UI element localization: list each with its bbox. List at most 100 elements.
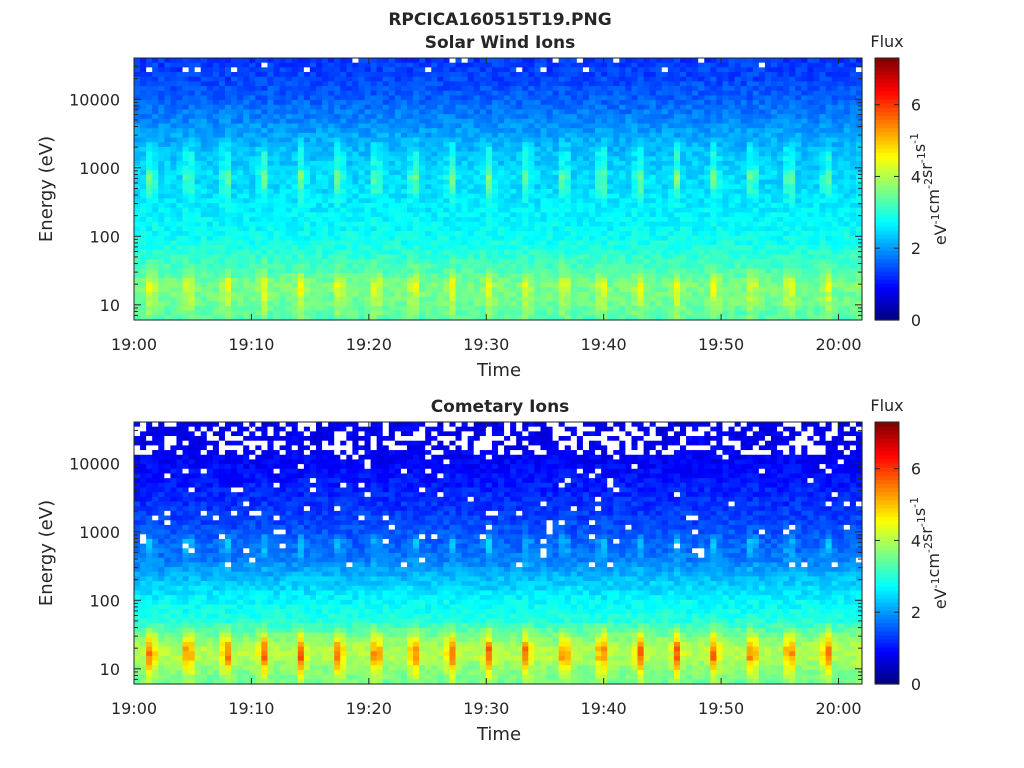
heatmap-cell — [667, 156, 675, 162]
heatmap-cell — [225, 249, 232, 256]
heatmap-cell — [637, 198, 645, 204]
heatmap-cell — [376, 109, 384, 115]
heatmap-cell — [267, 212, 275, 218]
heatmap-cell — [206, 118, 214, 125]
heatmap-cell — [261, 217, 269, 223]
heatmap-cell — [328, 81, 335, 87]
heatmap-cell — [334, 273, 341, 279]
heatmap-cell — [334, 95, 341, 101]
heatmap-cell — [182, 81, 190, 87]
heatmap-cell — [146, 67, 153, 73]
heatmap-cell — [158, 132, 165, 139]
heatmap-cell — [334, 193, 341, 199]
heatmap-cell — [455, 86, 463, 92]
heatmap-cell — [619, 100, 626, 106]
heatmap-cell — [552, 174, 560, 181]
heatmap-cell — [200, 146, 208, 153]
heatmap-cell — [485, 62, 493, 68]
heatmap-cell — [218, 240, 226, 246]
heatmap-cell — [158, 156, 165, 162]
heatmap-cell — [273, 90, 281, 97]
heatmap-cell — [558, 277, 566, 284]
heatmap-cell — [140, 259, 147, 265]
heatmap-cell — [625, 259, 633, 265]
heatmap-cell — [461, 123, 469, 129]
heatmap-cell — [140, 268, 147, 274]
heatmap-cell — [297, 114, 305, 120]
heatmap-cell — [309, 249, 317, 256]
heatmap-cell — [273, 273, 281, 279]
heatmap-cell — [279, 123, 287, 129]
heatmap-cell — [522, 104, 529, 111]
heatmap-cell — [631, 184, 639, 190]
heatmap-cell — [352, 282, 360, 288]
heatmap-cell — [358, 179, 366, 185]
heatmap-cell — [194, 86, 202, 92]
heatmap-cell — [516, 128, 523, 134]
heatmap-cell — [455, 259, 463, 265]
heatmap-cell — [461, 245, 469, 251]
heatmap-cell — [146, 282, 153, 288]
heatmap-cell — [267, 109, 275, 115]
heatmap-cell — [291, 81, 299, 87]
heatmap-cell — [158, 305, 165, 312]
heatmap-cell — [279, 58, 287, 64]
heatmap-cell — [346, 174, 353, 181]
heatmap-cell — [206, 104, 214, 111]
heatmap-cell — [613, 123, 620, 129]
heatmap-cell — [546, 263, 554, 270]
heatmap-cell — [370, 160, 378, 167]
heatmap-cell — [601, 240, 608, 246]
heatmap-cell — [182, 212, 190, 218]
heatmap-cell — [400, 160, 408, 167]
heatmap-cell — [643, 58, 651, 64]
heatmap-cell — [667, 296, 675, 302]
heatmap-cell — [413, 221, 420, 228]
heatmap-cell — [485, 118, 493, 125]
heatmap-cell — [200, 58, 208, 64]
heatmap-cell — [370, 132, 378, 139]
heatmap-cell — [473, 67, 481, 73]
heatmap-cell — [279, 273, 287, 279]
heatmap-cell — [479, 170, 487, 176]
heatmap-cell — [152, 137, 159, 143]
heatmap-cell — [340, 67, 347, 73]
heatmap-cell — [498, 221, 505, 228]
heatmap-cell — [504, 305, 511, 312]
heatmap-cell — [352, 217, 360, 223]
heatmap-cell — [291, 128, 299, 134]
heatmap-cell — [504, 81, 511, 87]
heatmap-cell — [534, 212, 542, 218]
heatmap-cell — [164, 221, 171, 228]
heatmap-cell — [546, 310, 554, 316]
heatmap-cell — [352, 170, 360, 176]
heatmap-cell — [152, 189, 159, 195]
heatmap-cell — [667, 231, 675, 237]
heatmap-cell — [243, 114, 250, 120]
heatmap-cell — [425, 72, 432, 78]
heatmap-cell — [394, 231, 402, 237]
heatmap-cell — [158, 179, 165, 185]
heatmap-cell — [443, 296, 451, 302]
heatmap-cell — [613, 193, 620, 199]
heatmap-cell — [619, 305, 626, 312]
heatmap-cell — [461, 249, 469, 256]
heatmap-cell — [291, 123, 299, 129]
heatmap-cell — [352, 132, 360, 139]
heatmap-cell — [461, 193, 469, 199]
heatmap-cell — [285, 62, 293, 68]
heatmap-cell — [667, 95, 675, 101]
heatmap-cell — [407, 76, 414, 82]
heatmap-cell — [346, 151, 353, 157]
heatmap-cell — [564, 137, 572, 143]
heatmap-cell — [425, 226, 432, 232]
heatmap-cell — [576, 268, 584, 274]
heatmap-cell — [431, 104, 438, 111]
heatmap-cell — [316, 132, 323, 139]
heatmap-cell — [443, 273, 451, 279]
heatmap-cell — [194, 212, 202, 218]
heatmap-cell — [376, 67, 384, 73]
heatmap-cell — [267, 249, 275, 256]
heatmap-cell — [243, 179, 250, 185]
heatmap-cell — [419, 240, 426, 246]
